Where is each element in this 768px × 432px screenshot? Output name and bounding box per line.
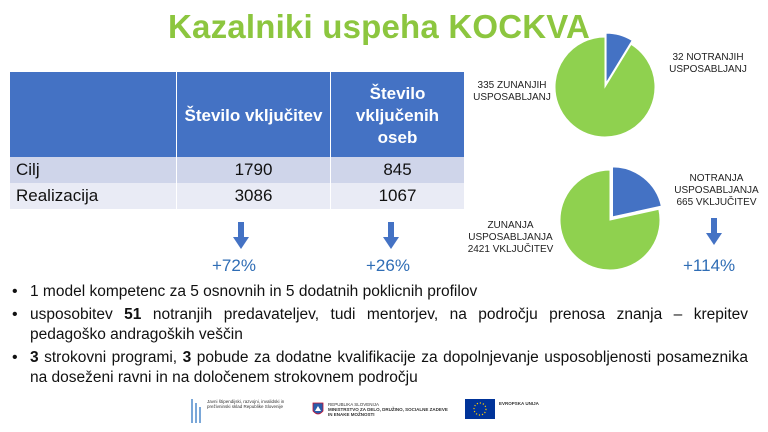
eu-flag-icon xyxy=(465,399,495,419)
table-row: Realizacija 3086 1067 xyxy=(10,183,464,209)
header-num-inclusions: Število vključitev xyxy=(176,72,331,157)
bullet-text: pobude za dodatne kvalifikacije za dopol… xyxy=(30,349,748,386)
pie-chart-trainings xyxy=(554,32,656,138)
arrow-down-icon xyxy=(706,218,722,245)
bullet-bold: 3 xyxy=(182,349,192,366)
table-row: Cilj 1790 845 xyxy=(10,157,464,183)
change-inclusions: +72% xyxy=(212,256,256,275)
pie-slice-external xyxy=(554,36,656,138)
pie-bottom-internal-label: NOTRANJA USPOSABLJANJA 665 VKLJUČITEV xyxy=(674,173,759,208)
header-num-persons-label: Število vključenih oseb xyxy=(355,84,440,147)
list-item: 3 strokovni programi, 3 pobude za dodatn… xyxy=(8,348,748,388)
pie-top-internal-label: 32 NOTRANJIH USPOSABLJANJ xyxy=(669,52,747,75)
cell-value: 3086 xyxy=(176,183,331,209)
pie-slice-external xyxy=(559,169,661,271)
logo-ministry-text: MINISTRSTVO ZA DELO, DRUŽINO, SOCIALNE Z… xyxy=(328,407,448,417)
change-external-trainings: +114% xyxy=(683,256,736,275)
building-logo-icon xyxy=(191,399,201,423)
arrow-down-icon xyxy=(383,222,399,249)
bullet-text: notranjih predavateljev, tudi mentorjev,… xyxy=(30,306,748,343)
header-num-persons: Število vključenih oseb xyxy=(330,72,464,157)
row-label: Cilj xyxy=(10,157,177,183)
header-num-inclusions-label: Število vključitev xyxy=(184,106,323,125)
page-title: Kazalniki uspeha KOCKVA xyxy=(168,8,591,45)
logo-eu-text: EVROPSKA UNIJA xyxy=(499,401,539,406)
table-header-row: Število vključitev Število vključenih os… xyxy=(10,72,464,157)
bullet-bold: 51 xyxy=(124,306,142,323)
logo-country-text: REPUBLIKA SLOVENIJA xyxy=(328,402,380,407)
pie-top-external-label: 335 ZUNANJIH USPOSABLJANJ xyxy=(473,80,551,103)
row-label: Realizacija xyxy=(10,183,177,209)
list-item: usposobitev 51 notranjih predavateljev, … xyxy=(8,305,748,345)
pie-slice-internal xyxy=(605,32,633,85)
pie-chart-inclusions xyxy=(559,166,662,271)
achievements-list: 1 model kompetenc za 5 osnovnih in 5 dod… xyxy=(8,282,748,391)
table-header-empty xyxy=(10,72,177,157)
logo-fund-text: Javni štipendijski, razvojni, invalidski… xyxy=(207,399,285,409)
pie-slice-internal xyxy=(612,166,662,218)
bullet-bold: 3 xyxy=(30,349,39,366)
cell-value: 845 xyxy=(330,157,464,183)
logo-eu: EVROPSKA UNIJA xyxy=(465,397,565,425)
logo-ministry: REPUBLIKA SLOVENIJA MINISTRSTVO ZA DELO,… xyxy=(312,400,452,426)
change-persons: +26% xyxy=(366,256,410,275)
arrow-down-icon xyxy=(233,222,249,249)
pie-bottom-external-label: ZUNANJA USPOSABLJANJA 2421 VKLJUČITEV xyxy=(467,220,554,255)
results-table: Število vključitev Število vključenih os… xyxy=(10,72,464,209)
slovenia-coat-of-arms-icon xyxy=(312,402,324,415)
bullet-text: strokovni programi, xyxy=(38,349,183,366)
cell-value: 1790 xyxy=(176,157,331,183)
bullet-text: usposobitev xyxy=(30,306,125,323)
bullet-text: 1 model kompetenc za 5 osnovnih in 5 dod… xyxy=(30,283,478,300)
list-item: 1 model kompetenc za 5 osnovnih in 5 dod… xyxy=(8,282,748,302)
cell-value: 1067 xyxy=(330,183,464,209)
logo-fund: Javni štipendijski, razvojni, invalidski… xyxy=(190,395,300,427)
